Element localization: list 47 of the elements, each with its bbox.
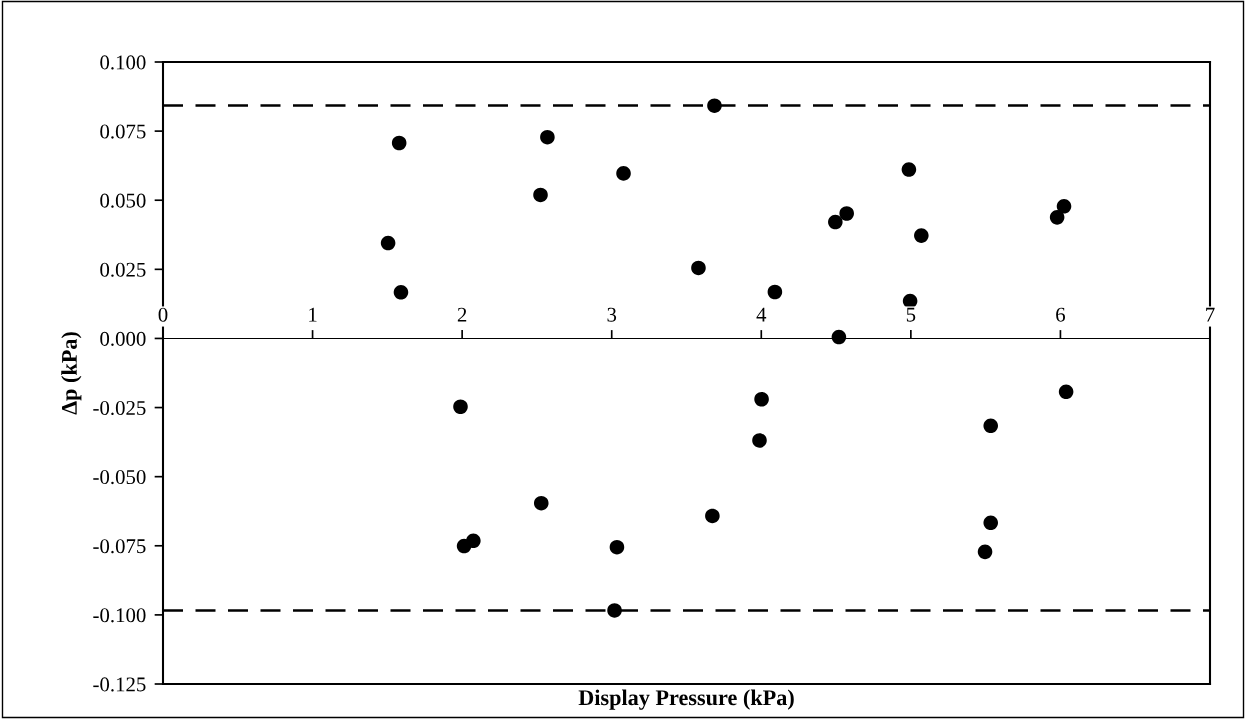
point xyxy=(391,135,407,151)
x-tick-label: 0 xyxy=(158,307,168,322)
point xyxy=(453,399,468,415)
y-tick-label: 0.075 xyxy=(100,124,146,139)
point xyxy=(691,260,706,276)
x-tick-label: 6 xyxy=(1056,307,1066,322)
point xyxy=(977,544,993,560)
point xyxy=(1049,210,1065,225)
point xyxy=(983,418,999,434)
y-tick-label: 0.025 xyxy=(100,262,146,277)
y-tick-label: -0.075 xyxy=(93,539,146,554)
point xyxy=(767,284,783,300)
point xyxy=(1056,199,1072,214)
x-tick-label: 4 xyxy=(756,307,767,322)
x-tick-label: 7 xyxy=(1206,307,1215,322)
point xyxy=(380,235,396,251)
point xyxy=(393,284,409,300)
point xyxy=(754,391,769,407)
point xyxy=(616,166,631,181)
point xyxy=(466,533,481,549)
point xyxy=(607,603,622,618)
point xyxy=(707,98,722,113)
x-axis-title: Display Pressure (kPa) xyxy=(578,689,794,710)
point xyxy=(983,515,999,531)
x-tick-label: 3 xyxy=(607,307,617,322)
point xyxy=(914,228,929,243)
x-tick-label: 5 xyxy=(906,307,916,322)
y-tick-label: -0.100 xyxy=(93,608,146,623)
point xyxy=(1058,384,1074,400)
point xyxy=(752,433,767,448)
point xyxy=(839,206,854,221)
y-tick-label: -0.050 xyxy=(93,470,146,485)
y-tick-label: 0.000 xyxy=(100,331,146,346)
point xyxy=(828,214,843,230)
point xyxy=(540,129,555,145)
y-tick-label: -0.025 xyxy=(93,400,146,416)
point xyxy=(901,162,917,177)
point xyxy=(705,508,720,524)
y-axis-title: Δp (kPa) xyxy=(61,332,82,415)
y-tick-label: 0.100 xyxy=(100,55,146,70)
y-tick-label: -0.125 xyxy=(93,677,146,692)
y-tick-label: 0.050 xyxy=(100,193,146,208)
point xyxy=(609,539,625,555)
point xyxy=(533,187,548,203)
x-tick-label: 2 xyxy=(457,307,467,322)
x-tick-label: 1 xyxy=(309,307,317,322)
point xyxy=(533,495,549,511)
